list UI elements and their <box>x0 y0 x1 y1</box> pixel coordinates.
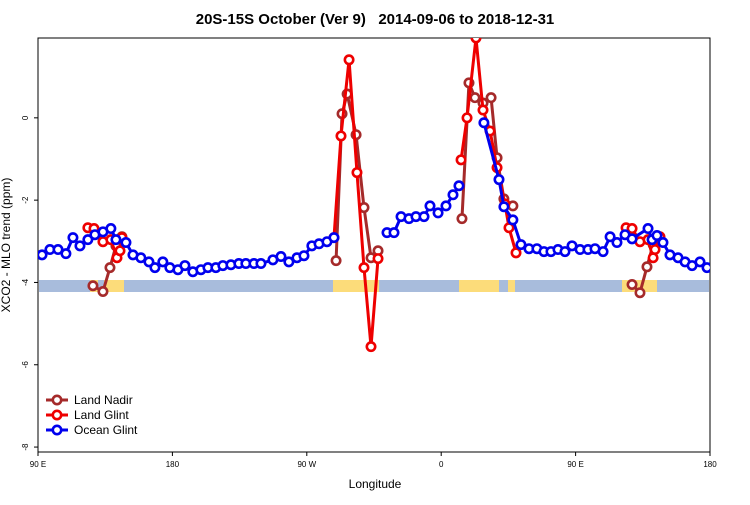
data-point <box>38 249 48 261</box>
data-point <box>455 154 467 166</box>
data-point <box>453 180 465 192</box>
data-point <box>597 246 609 258</box>
data-point <box>298 250 310 262</box>
data-point <box>477 104 489 116</box>
legend-label: Ocean Glint <box>74 423 138 437</box>
land-ocean-band <box>39 280 709 292</box>
legend-marker <box>51 394 63 406</box>
legend-label: Land Nadir <box>74 393 133 407</box>
y-tick-label: -2 <box>21 196 30 204</box>
y-tick-label: -4 <box>21 278 30 286</box>
data-point <box>642 223 654 235</box>
y-tick-label: -6 <box>21 361 30 369</box>
land-band <box>333 280 379 292</box>
chart-title: 20S-15S October (Ver 9) 2014-09-06 to 20… <box>196 11 555 28</box>
data-point <box>461 112 473 124</box>
data-point <box>275 251 287 263</box>
data-point <box>469 92 481 104</box>
data-point <box>255 258 267 270</box>
data-point <box>634 287 646 299</box>
y-axis-label: XCO2 - MLO trend (ppm) <box>0 178 13 313</box>
data-point <box>179 260 191 272</box>
data-point <box>388 227 400 239</box>
data-point <box>283 256 295 268</box>
data-point <box>60 248 72 260</box>
data-point <box>641 261 653 273</box>
data-point <box>626 223 638 235</box>
data-point <box>447 189 459 201</box>
data-point <box>651 230 663 242</box>
x-axis-label: Longitude <box>349 477 402 491</box>
data-point <box>657 237 669 249</box>
data-point <box>485 92 497 104</box>
data-point <box>470 38 482 44</box>
legend-label: Land Glint <box>74 408 129 422</box>
data-point <box>515 239 527 251</box>
x-tick-label: 90 E <box>30 460 46 469</box>
land-band <box>104 280 124 292</box>
data-point <box>52 244 64 256</box>
plot-marks <box>38 38 710 353</box>
data-point <box>418 211 430 223</box>
data-point <box>510 247 522 259</box>
data-point <box>432 207 444 219</box>
x-tick-label: 0 <box>439 460 444 469</box>
data-point <box>626 233 638 245</box>
data-point <box>97 286 109 298</box>
data-point <box>328 232 340 244</box>
data-point <box>701 262 710 274</box>
data-point <box>105 223 117 235</box>
data-point <box>335 130 347 142</box>
x-tick-label: 90 E <box>567 460 583 469</box>
data-point <box>440 200 452 212</box>
data-point <box>611 237 623 249</box>
data-point <box>365 341 377 353</box>
data-point <box>87 280 99 292</box>
data-point <box>330 255 342 267</box>
land-band <box>459 280 499 292</box>
data-point <box>135 252 147 264</box>
data-point <box>478 117 490 129</box>
plot-frame <box>37 37 711 453</box>
data-point <box>149 262 161 274</box>
data-point <box>67 232 79 244</box>
data-point <box>424 200 436 212</box>
y-tick-label: -8 <box>21 443 30 451</box>
x-tick-label: 90 W <box>297 460 316 469</box>
data-point <box>498 201 510 213</box>
data-point <box>626 279 638 291</box>
legend-marker <box>51 409 63 421</box>
data-point <box>343 54 355 66</box>
data-point <box>649 244 661 256</box>
data-point <box>110 234 122 246</box>
data-point <box>493 174 505 186</box>
y-tick-label: 0 <box>21 115 30 120</box>
x-tick-label: 180 <box>166 460 180 469</box>
data-point <box>604 231 616 243</box>
data-point <box>456 213 468 225</box>
data-point <box>358 262 370 274</box>
land-band <box>508 280 515 292</box>
data-point <box>114 245 126 257</box>
data-point <box>82 234 94 246</box>
data-point <box>694 256 706 268</box>
legend-marker <box>51 424 63 436</box>
data-point <box>507 214 519 226</box>
data-point <box>372 253 384 265</box>
data-point <box>559 246 571 258</box>
data-point <box>157 256 169 268</box>
data-point <box>351 167 363 179</box>
data-point <box>104 262 116 274</box>
x-tick-label: 180 <box>703 460 717 469</box>
data-point <box>120 237 132 249</box>
data-point <box>74 240 86 252</box>
